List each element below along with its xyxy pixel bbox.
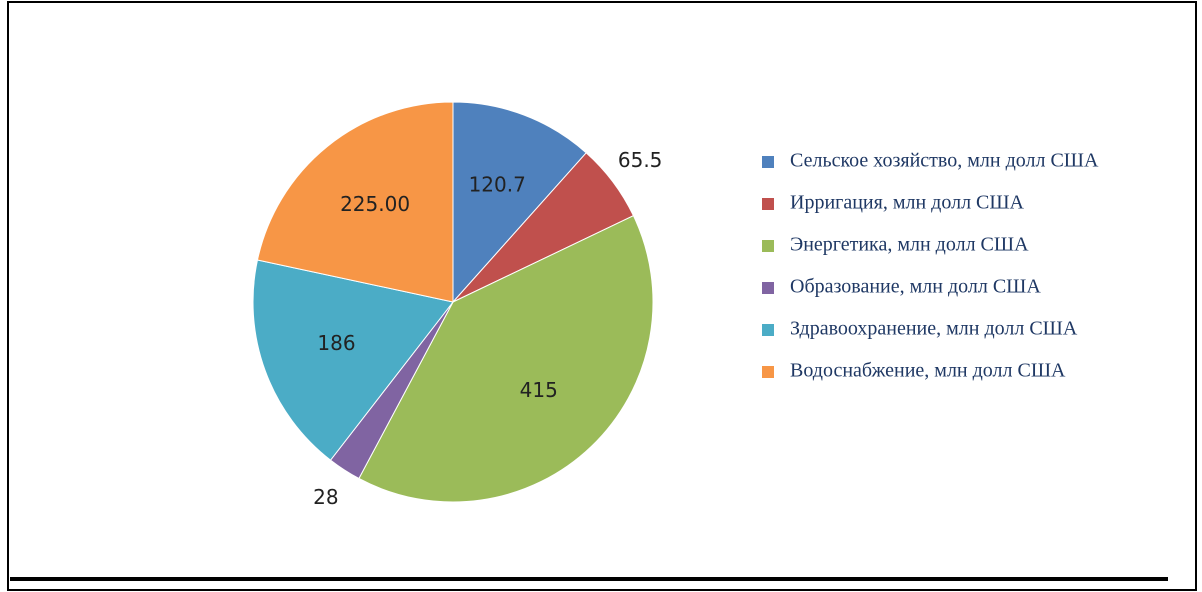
pie-slice bbox=[252, 259, 454, 461]
legend-label: Сельское хозяйство, млн долл США bbox=[790, 150, 1099, 172]
data-label: 28 bbox=[313, 485, 338, 509]
legend-label: Здравоохранение, млн долл США bbox=[790, 318, 1078, 340]
pie-slice bbox=[256, 101, 454, 303]
pie-slice bbox=[358, 215, 654, 503]
legend-swatch bbox=[762, 324, 774, 336]
legend-swatch bbox=[762, 198, 774, 210]
legend-label: Ирригация, млн долл США bbox=[790, 192, 1025, 214]
data-label: 186 bbox=[317, 331, 355, 355]
data-label: 415 bbox=[520, 378, 558, 402]
data-label: 225.00 bbox=[340, 192, 410, 216]
pie-slice bbox=[452, 101, 587, 304]
legend-swatch bbox=[762, 156, 774, 168]
legend-swatch bbox=[762, 366, 774, 378]
legend-label: Энергетика, млн долл США bbox=[790, 234, 1029, 256]
data-label: 65.5 bbox=[618, 148, 663, 172]
legend-label: Водоснабжение, млн долл США bbox=[790, 360, 1066, 382]
legend-label: Образование, млн долл США bbox=[790, 276, 1041, 298]
legend-swatch bbox=[762, 282, 774, 294]
legend-swatch bbox=[762, 240, 774, 252]
data-label: 120.7 bbox=[469, 173, 526, 197]
